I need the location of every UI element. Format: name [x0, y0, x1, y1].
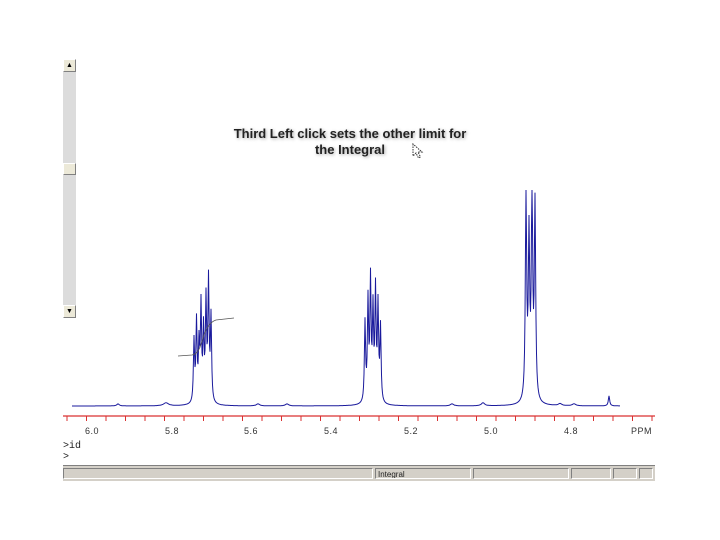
x-axis-ticks [66, 416, 653, 421]
x-axis-tick-label: 5.4 [323, 426, 339, 436]
x-axis-tick-label: 5.8 [164, 426, 180, 436]
status-pane-mode: Integral [375, 468, 471, 479]
scroll-up-button[interactable]: ▲ [63, 59, 76, 72]
mouse-pointer-icon [412, 143, 424, 159]
status-pane [63, 468, 373, 479]
triangle-up-icon: ▲ [66, 62, 73, 69]
scroll-thumb[interactable] [63, 163, 76, 175]
instruction-caption: Third Left click sets the other limit fo… [200, 126, 500, 158]
status-pane [571, 468, 611, 479]
x-axis-tick-label: 5.0 [483, 426, 499, 436]
x-axis-unit-label: PPM [631, 426, 653, 436]
scroll-down-button[interactable]: ▼ [63, 305, 76, 318]
x-axis-tick-label: 6.0 [84, 426, 100, 436]
integral-curve[interactable] [177, 317, 235, 357]
status-pane [639, 468, 653, 479]
spectrum-trace [72, 189, 620, 407]
caption-line-1: Third Left click sets the other limit fo… [233, 126, 467, 141]
status-pane [613, 468, 637, 479]
triangle-down-icon: ▼ [66, 308, 73, 315]
command-prompt[interactable]: > [63, 452, 70, 463]
command-line-history: >id [63, 441, 82, 452]
x-axis-tick-label: 5.6 [243, 426, 259, 436]
status-bar: Integral [63, 465, 655, 481]
x-axis-tick-label: 5.2 [403, 426, 419, 436]
vertical-scrollbar[interactable]: ▲ ▼ [63, 59, 76, 318]
spectrum-trace-group [72, 189, 620, 407]
status-pane [473, 468, 569, 479]
integral-curve-group [177, 317, 235, 357]
caption-line-2: the Integral [314, 142, 386, 157]
x-axis-tick-label: 4.8 [563, 426, 579, 436]
